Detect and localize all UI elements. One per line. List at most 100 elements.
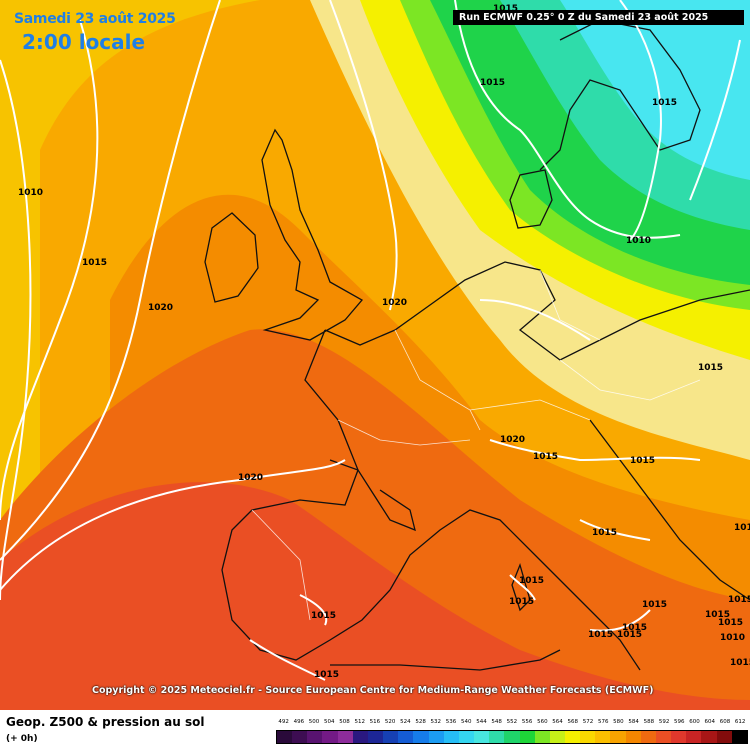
coastlines — [204, 19, 750, 671]
scale-label: 500 — [308, 719, 320, 725]
scale-swatch — [489, 731, 505, 743]
scale-label: 496 — [293, 719, 305, 725]
isobar-label: 1020 — [500, 435, 525, 445]
scale-swatch — [322, 731, 338, 743]
scale-swatch — [731, 731, 747, 743]
scale-swatch — [610, 731, 626, 743]
scale-swatch — [292, 731, 308, 743]
copyright-notice: Copyright © 2025 Meteociel.fr - Source E… — [92, 685, 654, 696]
isobar-label: 1010 — [720, 633, 745, 643]
isobar-label: 1015 — [480, 78, 505, 88]
isobar-label: 1015 — [622, 623, 647, 633]
isobar-label: 1015 — [652, 98, 677, 108]
scale-label: 520 — [384, 719, 396, 725]
scale-label: 612 — [734, 719, 746, 725]
scale-swatch — [504, 731, 520, 743]
scale-swatch — [443, 731, 459, 743]
scale-label: 600 — [689, 719, 700, 725]
scale-label: 512 — [354, 719, 365, 725]
scale-swatch — [686, 731, 702, 743]
scale-label: 576 — [597, 719, 609, 725]
map-local-hour: 2:00 locale — [22, 30, 146, 54]
scale-label: 548 — [491, 719, 502, 725]
isobar-label: 1015 — [718, 618, 743, 628]
legend-bar: Geop. Z500 & pression au sol (+ 0h) 492 4… — [0, 710, 750, 750]
scale-swatch — [519, 731, 535, 743]
scale-label: 516 — [369, 719, 381, 725]
scale-label: 572 — [582, 719, 594, 725]
scale-swatch — [625, 731, 641, 743]
scale-label: 532 — [430, 719, 442, 725]
isobar-label: 1015 — [617, 630, 642, 640]
scale-swatch — [383, 731, 399, 743]
scale-swatch — [655, 731, 672, 743]
band-cyan — [560, 0, 750, 180]
scale-swatch — [352, 731, 368, 743]
isobar-label: 1015 — [705, 610, 730, 620]
scale-swatch — [337, 731, 353, 743]
isobar-label: 1015 — [642, 600, 667, 610]
map-date: Samedi 23 août 2025 — [14, 11, 176, 27]
scale-label: 524 — [400, 719, 411, 725]
scale-swatch — [398, 731, 414, 743]
weather-map[interactable]: 1010 1015 1020 1015 1020 1015 1020 1015 … — [0, 0, 750, 710]
scale-swatch — [413, 731, 429, 743]
isobar-label: 1015 — [519, 576, 544, 586]
isobar-label: 1015 — [493, 4, 518, 14]
scale-swatch — [277, 731, 293, 743]
isobar-label: 1010 — [626, 236, 651, 246]
country-borders — [251, 269, 701, 621]
scale-swatch — [701, 731, 717, 743]
scale-swatch — [474, 731, 490, 743]
scale-label: 608 — [719, 719, 731, 725]
run-info: Run ECMWF 0.25° 0 Z du Samedi 23 août 20… — [453, 10, 744, 25]
scale-label: 508 — [339, 719, 350, 725]
forecast-offset: (+ 0h) — [6, 734, 38, 744]
band-red — [0, 482, 750, 710]
isobar-label: 1015 — [588, 630, 613, 640]
parameter-title: Geop. Z500 & pression au sol — [6, 715, 205, 729]
scale-swatch — [549, 731, 565, 743]
isobar-label: 1020 — [148, 303, 173, 313]
isobar-label: 1015 — [698, 363, 723, 373]
isobar-label: 1015 — [734, 523, 750, 533]
isobar-label: 1015 — [730, 658, 750, 668]
isobars — [0, 0, 741, 681]
scale-label: 564 — [552, 719, 563, 725]
scale-label: 596 — [674, 719, 685, 725]
scale-label: 492 — [278, 719, 289, 725]
scale-swatch — [595, 731, 611, 743]
scale-label: 588 — [643, 719, 655, 725]
scale-label: 592 — [658, 719, 670, 725]
isobar-label: 1015 — [728, 595, 750, 605]
isobar-label: 1015 — [533, 452, 558, 462]
scale-swatch — [458, 731, 475, 743]
scale-label: 580 — [613, 719, 624, 725]
scale-swatch — [671, 731, 687, 743]
scale-swatch — [716, 731, 732, 743]
isobar-label: 1015 — [630, 456, 655, 466]
color-scale-labels: 492 496 500 504 508 512 516 520 524 528 532 536 540 5… — [276, 719, 748, 729]
map-canvas: 1010 1015 1020 1015 1020 1015 1020 1015 … — [0, 0, 750, 710]
scale-swatch — [307, 731, 323, 743]
color-scale — [276, 730, 748, 744]
isobar-label: 1010 — [18, 188, 43, 198]
isobar-label: 1015 — [311, 611, 336, 621]
scale-label: 504 — [324, 719, 335, 725]
scale-swatch — [534, 731, 550, 743]
scale-label: 568 — [567, 719, 579, 725]
isobar-label: 1015 — [314, 670, 339, 680]
scale-label: 544 — [476, 719, 487, 725]
isobar-label: 1020 — [238, 473, 263, 483]
scale-swatch — [564, 731, 581, 743]
isobar-label: 1015 — [509, 597, 534, 607]
scale-label: 528 — [415, 719, 426, 725]
isobar-label: 1020 — [382, 298, 407, 308]
scale-swatch — [428, 731, 444, 743]
scale-swatch — [640, 731, 656, 743]
scale-label: 556 — [521, 719, 533, 725]
scale-label: 604 — [704, 719, 715, 725]
scale-label: 560 — [537, 719, 548, 725]
scale-swatch — [580, 731, 596, 743]
scale-label: 540 — [460, 719, 472, 725]
